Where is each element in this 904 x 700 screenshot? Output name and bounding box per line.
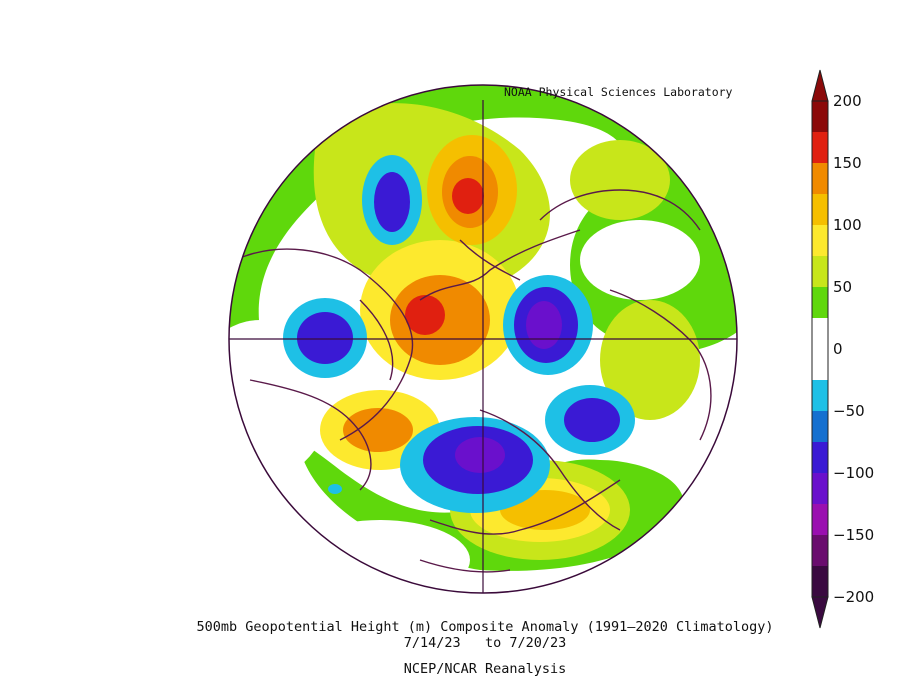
colorbar-label-50: 50: [833, 278, 853, 296]
data-source: NCEP/NCAR Reanalysis: [403, 661, 567, 677]
ridge-north-red: [452, 178, 484, 214]
chart-title: 500mb Geopotential Height (m) Composite …: [196, 619, 774, 635]
light-green-zone-se: [600, 300, 700, 420]
trough-west-inner: [297, 312, 353, 364]
colorbar-label-neg150: −150: [833, 526, 875, 544]
coastlines: [234, 189, 712, 573]
anomaly-field: [229, 85, 737, 593]
colorbar-label-neg200: −200: [833, 588, 875, 606]
colorbar-segment: [812, 380, 828, 412]
credit-label: NOAA Physical Sciences Laboratory: [504, 85, 733, 99]
colorbar-segment: [812, 163, 828, 195]
colorbar-label-0: 0: [833, 340, 843, 358]
ridge-southwest-orange: [343, 408, 413, 452]
light-green-zone-east: [570, 140, 670, 220]
colorbar-label-neg50: −50: [833, 402, 865, 420]
trough-southeast-inner: [564, 398, 620, 442]
colorbar-segment: [812, 101, 828, 133]
trough-south-core: [455, 437, 505, 473]
trough-small: [328, 484, 342, 494]
ridge-pole-red: [405, 295, 445, 335]
colorbar-label-200: 200: [833, 92, 862, 110]
colorbar-segment: [812, 256, 828, 288]
colorbar-label-100: 100: [833, 216, 862, 234]
colorbar-segment: [812, 225, 828, 257]
colorbar-segment: [812, 411, 828, 443]
colorbar: [811, 69, 829, 629]
colorbar-label-150: 150: [833, 154, 862, 172]
trough-east-core: [526, 301, 562, 349]
date-range: 7/14/23 to 7/20/23: [403, 635, 567, 651]
colorbar-segment: [812, 349, 828, 381]
colorbar-segment: [812, 442, 828, 474]
colorbar-segment: [812, 194, 828, 226]
colorbar-label-neg100: −100: [833, 464, 875, 482]
trough-northwest-inner: [374, 172, 410, 232]
colorbar-segment: [812, 473, 828, 505]
colorbar-segment: [812, 535, 828, 567]
colorbar-segment: [812, 287, 828, 319]
colorbar-outline: [811, 100, 829, 598]
colorbar-segment: [812, 566, 828, 598]
colorbar-segment: [812, 132, 828, 164]
neutral-zone-ne: [580, 220, 700, 300]
colorbar-top-arrow: [811, 69, 829, 102]
colorbar-segment: [812, 318, 828, 350]
colorbar-segment: [812, 504, 828, 536]
